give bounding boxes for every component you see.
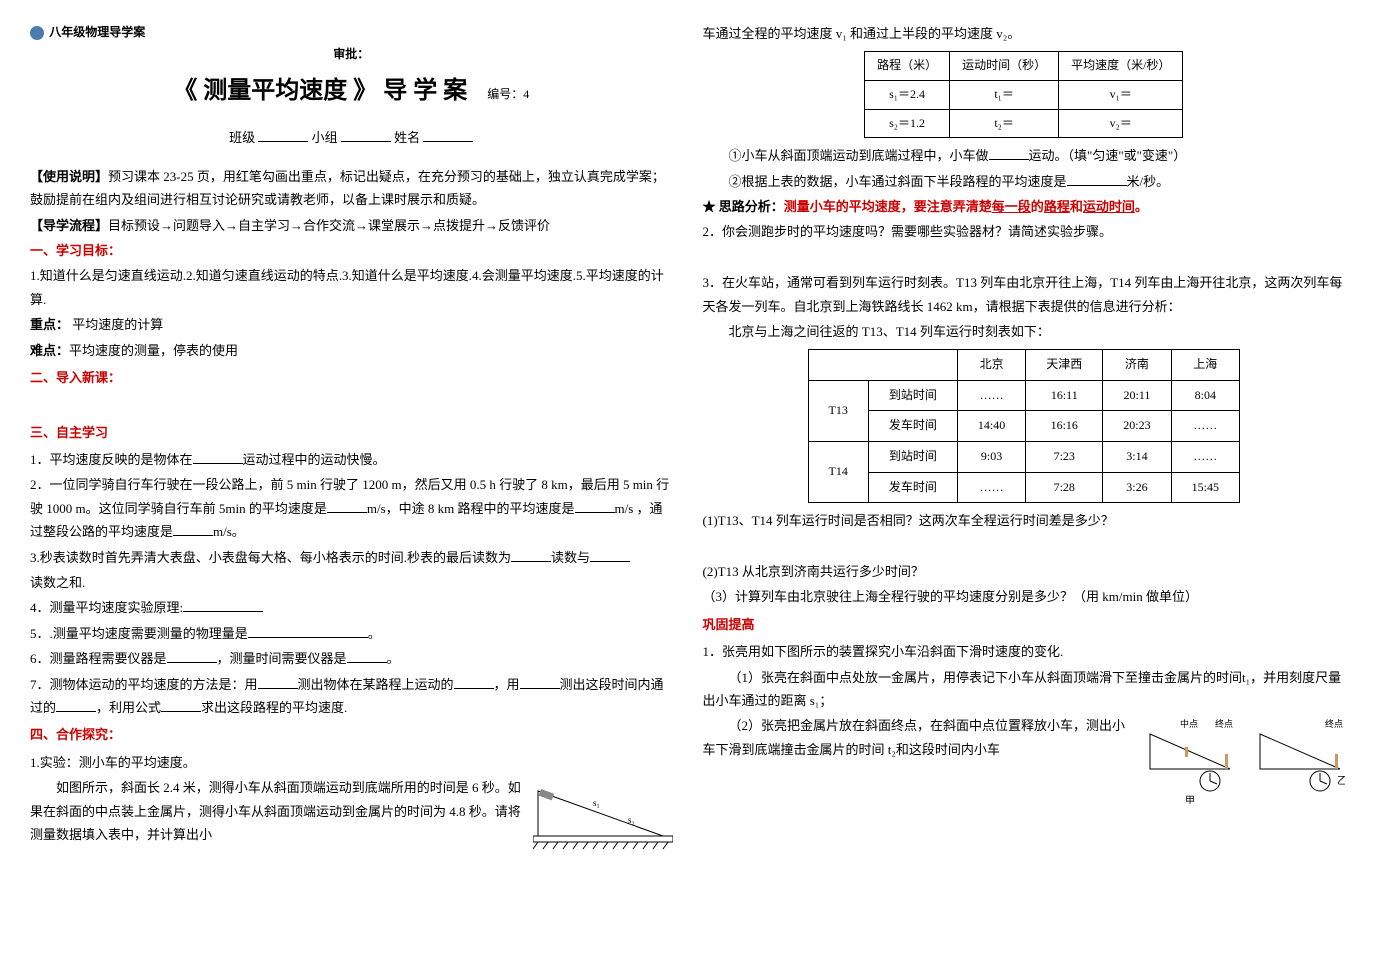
- rc-q2: ②根据上表的数据，小车通过斜面下半段路程的平均速度是米/秒。: [703, 170, 1346, 193]
- train-question: 3．在火车站，通常可看到列车运行时刻表。T13 列车由北京开往上海，T14 列车…: [703, 271, 1346, 318]
- ramp-icon: s₁ s₂: [533, 781, 673, 851]
- intro-title: 二、导入新课：: [30, 366, 673, 389]
- double-ramp-icon: 中点 终点 甲 终点 乙: [1145, 714, 1345, 804]
- rc-q1: ①小车从斜面顶端运动到底端过程中，小车做运动。（填"匀速"或"变速"）: [703, 144, 1346, 167]
- th-distance: 路程（米）: [865, 52, 950, 81]
- svg-text:s₁: s₁: [593, 798, 600, 808]
- svg-text:终点: 终点: [1215, 718, 1233, 729]
- tip-line: ★ 思路分析：测量小车的平均速度，要注意弄清楚每一段的路程和运动时间。: [703, 195, 1346, 218]
- sub-q3: （3）计算列车由北京驶往上海全程行驶的平均速度分别是多少？（用 km/min 做…: [703, 585, 1346, 608]
- title-row: 《 测量平均速度 》 导 学 案 编号：4: [30, 65, 673, 118]
- class-line: 班级 小组 姓名: [30, 126, 673, 149]
- use-text: 预习课本 23-25 页，用红笔勾画出重点，标记出疑点，在充分预习的基础上，独立…: [30, 169, 665, 207]
- run-question: 2．你会测跑步时的平均速度吗？需要哪些实验器材？请简述实验步骤。: [703, 220, 1346, 243]
- ramp-diagram: s₁ s₂: [533, 781, 673, 851]
- flow-text: 目标预设→问题导入→自主学习→合作交流→课堂展示→点拨提升→反馈评价: [108, 218, 550, 233]
- ss-q2: 2．一位同学骑自行车行驶在一段公路上，前 5 min 行驶了 1200 m，然后…: [30, 473, 673, 543]
- exp1-title: 1.实验：测小车的平均速度。: [30, 751, 673, 774]
- ss-q7: 7．测物体运动的平均速度的方法是：用测出物体在某路程上运动的，用测出这段时间内通…: [30, 673, 673, 720]
- key-point: 重点： 平均速度的计算: [30, 313, 673, 336]
- header-row: 八年级物理导学案: [30, 20, 673, 44]
- ss-q5: 5．.测量平均速度需要测量的物理量是。: [30, 622, 673, 645]
- grade-label: 八年级物理导学案: [49, 25, 145, 39]
- review-label: 审批：: [30, 44, 673, 66]
- sub-q1: (1)T13、T14 列车运行时间是否相同？这两次车全程运行时间差是多少？: [703, 509, 1346, 532]
- logo-icon: [30, 26, 44, 40]
- speed-table: 路程（米） 运动时间（秒） 平均速度（米/秒） s₁＝2.4 t₁＝ v₁＝ s…: [864, 51, 1183, 138]
- con-q1-1: （1）张亮在斜面中点处放一金属片，用停表记下小车从斜面顶端滑下至撞击金属片的时间…: [703, 666, 1346, 713]
- right-intro: 车通过全程的平均速度 v₁ 和通过上半段的平均速度 v₂。: [703, 22, 1346, 45]
- ss-q1: 1．平均速度反映的是物体在运动过程中的运动快慢。: [30, 448, 673, 471]
- ss-q3: 3.秒表读数时首先弄清大表盘、小表盘每大格、每小格表示的时间.秒表的最后读数为读…: [30, 546, 673, 569]
- key-text: 平均速度的计算: [69, 317, 163, 332]
- star-icon: ★ 思路分析：: [703, 199, 784, 214]
- timetable-caption: 北京与上海之间往返的 T13、T14 列车运行时刻表如下：: [703, 320, 1346, 343]
- ss-q6: 6．测量路程需要仪器是，测量时间需要仪器是。: [30, 647, 673, 670]
- group-label: 小组: [312, 130, 338, 145]
- ss-q4: 4．测量平均速度实验原理:: [30, 596, 673, 619]
- diff-text: 平均速度的测量，停表的使用: [69, 343, 238, 358]
- flow-label: 【导学流程】: [30, 218, 108, 233]
- goals-title: 一、学习目标：: [30, 239, 673, 262]
- train-timetable: 北京 天津西 济南 上海 T13 到站时间 …… 16:11 20:11 8:0…: [808, 349, 1240, 503]
- svg-text:终点: 终点: [1325, 718, 1343, 729]
- serial-number: 编号：4: [487, 84, 529, 106]
- svg-text:乙: 乙: [1337, 775, 1345, 787]
- double-ramp-diagram: 中点 终点 甲 终点 乙: [1145, 714, 1345, 804]
- svg-text:s₂: s₂: [628, 815, 635, 825]
- th-time: 运动时间（秒）: [950, 52, 1059, 81]
- use-label: 【使用说明】: [30, 169, 108, 184]
- svg-text:甲: 甲: [1185, 796, 1195, 804]
- key-label: 重点：: [30, 317, 69, 332]
- main-title: 《 测量平均速度 》 导 学 案: [173, 70, 467, 113]
- name-label: 姓名: [394, 130, 420, 145]
- svg-text:中点: 中点: [1180, 718, 1198, 729]
- th-speed: 平均速度（米/秒）: [1059, 52, 1183, 81]
- goals-text: 1.知道什么是匀速直线运动.2.知道匀速直线运动的特点.3.知道什么是平均速度.…: [30, 264, 673, 311]
- con-q1: 1．张亮用如下图所示的装置探究小车沿斜面下滑时速度的变化.: [703, 640, 1346, 663]
- consolidate-title: 巩固提高: [703, 613, 1346, 636]
- class-label: 班级: [229, 130, 255, 145]
- difficulty: 难点：平均速度的测量，停表的使用: [30, 339, 673, 362]
- flow-instructions: 【导学流程】目标预设→问题导入→自主学习→合作交流→课堂展示→点拨提升→反馈评价: [30, 214, 673, 237]
- coop-title: 四、合作探究：: [30, 723, 673, 746]
- self-study-title: 三、自主学习: [30, 421, 673, 444]
- sub-q2: (2)T13 从北京到济南共运行多少时间？: [703, 560, 1346, 583]
- use-instructions: 【使用说明】预习课本 23-25 页，用红笔勾画出重点，标记出疑点，在充分预习的…: [30, 165, 673, 212]
- ss-q3c: 读数之和.: [30, 571, 673, 594]
- diff-label: 难点：: [30, 343, 69, 358]
